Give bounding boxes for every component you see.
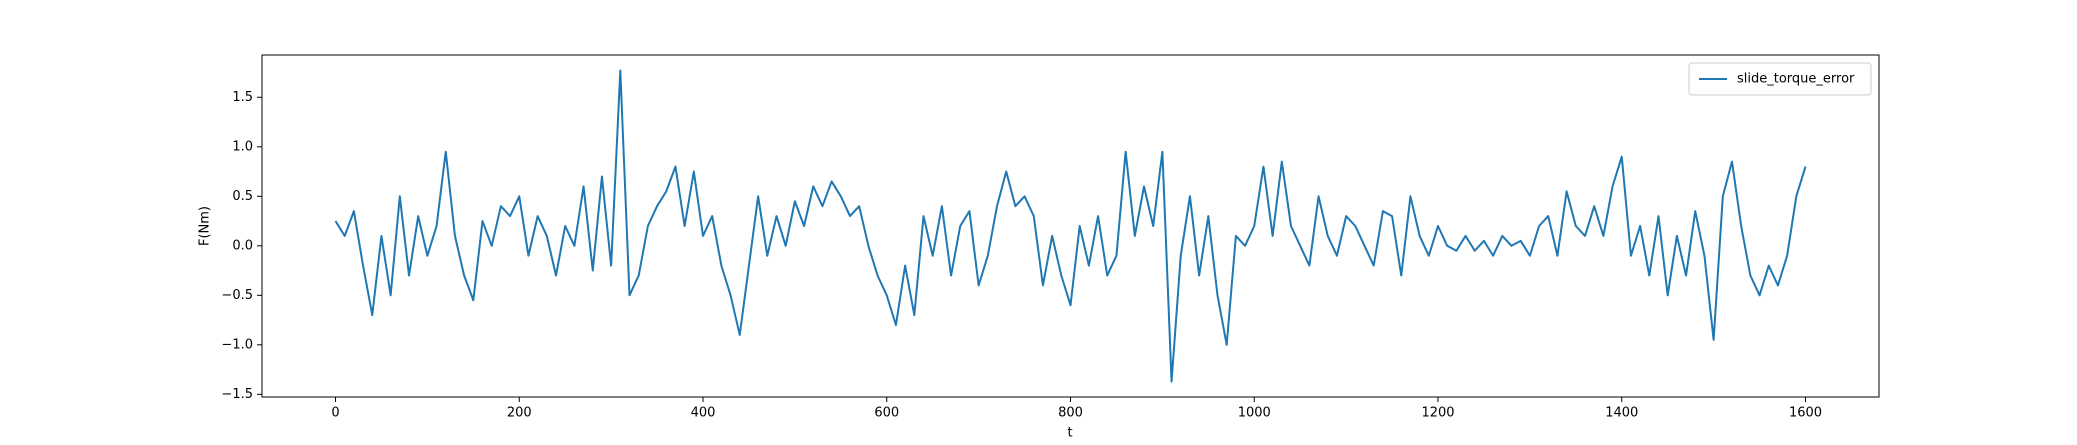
- x-tick-label: 800: [1058, 406, 1083, 421]
- y-tick-label: 1.5: [232, 90, 253, 105]
- x-tick-label: 0: [331, 406, 339, 421]
- x-tick-label: 1200: [1421, 406, 1454, 421]
- legend-label: slide_torque_error: [1737, 72, 1855, 87]
- y-tick-label: 0.5: [232, 189, 253, 204]
- data-line: [334, 69, 1807, 383]
- x-tick-label: 600: [874, 406, 899, 421]
- y-tick-label: 1.0: [232, 139, 253, 154]
- x-axis-label: t: [1067, 426, 1072, 441]
- y-tick-label: −1.0: [221, 337, 253, 352]
- x-tick-label: 200: [507, 406, 532, 421]
- y-tick-label: 0.0: [232, 238, 253, 253]
- x-tick-label: 1600: [1789, 406, 1822, 421]
- x-tick-label: 400: [691, 406, 716, 421]
- legend-box: [1688, 62, 1872, 96]
- plot-frame: [261, 54, 1880, 398]
- y-tick-label: −0.5: [221, 288, 253, 303]
- y-tick-label: −1.5: [221, 387, 253, 402]
- y-axis-label: F(Nm): [198, 206, 213, 246]
- x-tick-label: 1000: [1238, 406, 1271, 421]
- x-tick-label: 1400: [1605, 406, 1638, 421]
